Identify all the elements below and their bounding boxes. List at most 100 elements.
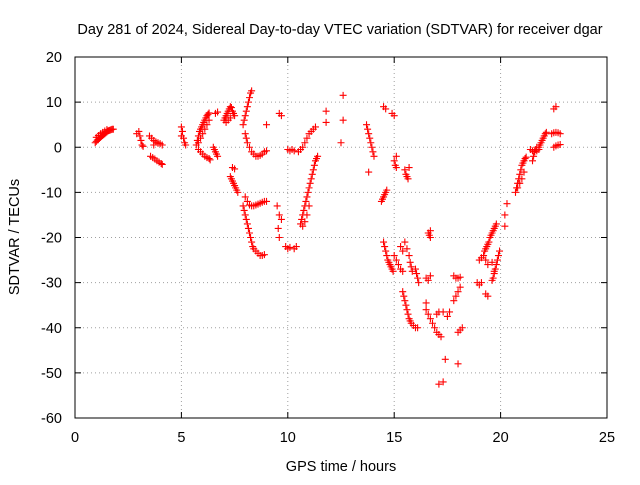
data-point — [290, 147, 298, 155]
y-tick-label: -10 — [41, 185, 62, 201]
axis-ticks — [74, 56, 608, 419]
data-point — [446, 308, 454, 316]
chart-title: Day 281 of 2024, Sidereal Day-to-day VTE… — [77, 22, 602, 38]
data-point — [139, 142, 147, 150]
data-point — [286, 243, 294, 251]
x-tick-label: 20 — [493, 430, 509, 446]
data-point — [516, 170, 524, 178]
data-point — [514, 184, 522, 192]
data-point — [405, 252, 413, 260]
data-point — [399, 288, 407, 296]
data-point — [456, 273, 464, 281]
data-point — [158, 141, 166, 149]
data-point — [243, 197, 251, 205]
data-point — [299, 143, 307, 151]
data-point — [401, 238, 409, 246]
data-point — [394, 261, 402, 269]
data-point — [454, 288, 462, 296]
data-point — [392, 164, 400, 172]
data-point — [311, 123, 319, 131]
y-tick-label: -20 — [41, 231, 62, 247]
data-point — [248, 87, 256, 95]
y-tick-label: 0 — [54, 140, 62, 156]
data-point — [182, 141, 190, 149]
data-point — [303, 211, 311, 219]
data-point — [399, 247, 407, 255]
data-point — [390, 112, 398, 120]
data-point — [422, 306, 430, 314]
data-point — [241, 130, 249, 138]
y-tick-label: -30 — [41, 276, 62, 292]
data-point — [180, 134, 188, 142]
data-point — [530, 152, 538, 160]
data-point — [205, 116, 213, 124]
data-point — [370, 152, 378, 160]
data-point — [245, 94, 253, 102]
data-point — [366, 134, 374, 142]
data-point — [240, 206, 248, 214]
data-point — [135, 127, 143, 135]
data-point — [431, 324, 439, 332]
data-point — [383, 186, 391, 194]
data-point — [404, 175, 412, 183]
data-point — [452, 292, 460, 300]
data-point — [369, 148, 377, 156]
data-point — [306, 179, 314, 187]
data-point — [399, 267, 407, 275]
data-point — [437, 333, 445, 341]
data-point — [501, 211, 509, 219]
data-point — [242, 107, 250, 115]
data-point — [401, 166, 409, 174]
data-point — [245, 229, 253, 237]
data-point — [439, 378, 447, 386]
data-point — [406, 258, 414, 266]
data-point — [411, 265, 419, 273]
data-point — [364, 125, 372, 133]
data-point — [389, 267, 397, 275]
data-point — [392, 152, 400, 160]
data-point — [273, 202, 281, 210]
data-point — [226, 114, 234, 122]
data-point — [383, 252, 391, 260]
data-point — [493, 256, 501, 264]
data-point — [242, 215, 250, 223]
data-point — [424, 276, 432, 284]
data-point — [405, 164, 413, 172]
data-point — [529, 157, 537, 165]
data-point — [422, 299, 430, 307]
data-point — [310, 161, 318, 169]
data-point — [239, 202, 247, 210]
data-point — [274, 224, 282, 232]
data-point — [429, 319, 437, 327]
data-point — [426, 272, 434, 280]
data-point — [488, 258, 496, 266]
data-point — [300, 206, 308, 214]
x-tick-label: 10 — [280, 430, 296, 446]
data-point — [339, 116, 347, 124]
data-point — [263, 197, 271, 205]
x-tick-label: 25 — [599, 430, 615, 446]
data-point — [489, 274, 497, 282]
data-point — [382, 247, 390, 255]
data-point — [518, 175, 526, 183]
data-point — [231, 165, 239, 173]
data-point — [407, 263, 415, 271]
data-point — [136, 132, 144, 140]
data-point — [308, 170, 316, 178]
data-point — [424, 310, 432, 318]
data-point — [299, 222, 307, 230]
data-point — [304, 188, 312, 196]
y-tick-label: -50 — [41, 366, 62, 382]
data-point — [426, 227, 434, 235]
data-point — [245, 143, 253, 151]
data-point — [414, 274, 422, 282]
data-point — [397, 243, 405, 251]
y-axis-label: SDTVAR / TECUs — [7, 179, 23, 295]
y-tick-label: -40 — [41, 321, 62, 337]
data-point — [490, 267, 498, 275]
data-point — [109, 125, 117, 133]
data-point — [337, 139, 345, 147]
data-point — [150, 141, 158, 149]
data-point — [303, 134, 311, 142]
